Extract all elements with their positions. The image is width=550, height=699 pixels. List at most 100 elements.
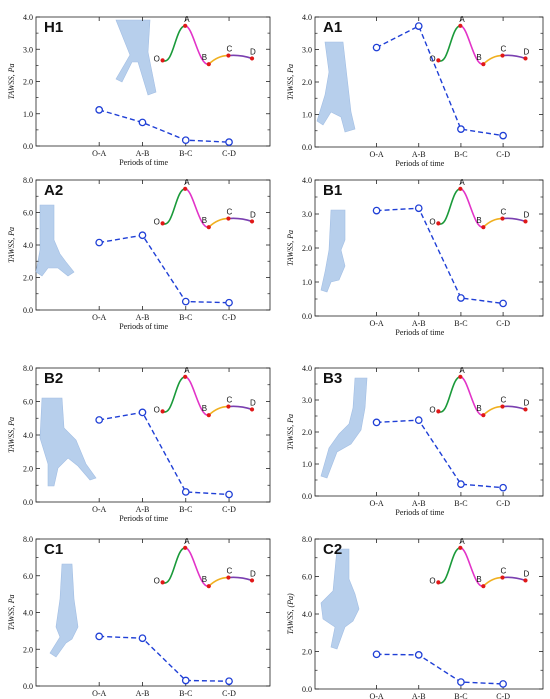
waveform-point-o	[160, 221, 165, 226]
y-tick-label: 8.0	[302, 535, 312, 544]
y-tick-label: 0.0	[302, 492, 312, 501]
waveform-inset: O A B C D	[154, 537, 256, 589]
waveform-segment-ab	[459, 547, 484, 587]
waveform-label-c: C	[226, 567, 232, 576]
x-tick-label: A-B	[412, 692, 426, 699]
data-point	[372, 650, 381, 659]
waveform-point-c	[500, 575, 505, 580]
data-point	[414, 416, 423, 425]
panel-label: C1	[44, 541, 63, 558]
data-point	[372, 418, 381, 427]
x-tick-label: B-C	[179, 505, 192, 514]
y-tick-label: 4.0	[302, 13, 312, 22]
series-line	[376, 419, 504, 489]
waveform-point-c	[500, 53, 505, 58]
waveform-point-a	[458, 23, 463, 28]
series-line	[99, 234, 230, 304]
waveform-label-b: B	[476, 53, 481, 62]
y-tick-label: 2.0	[23, 465, 33, 474]
vessel-illustration	[49, 563, 79, 658]
waveform-point-c	[226, 216, 231, 221]
waveform-label-a: A	[459, 178, 465, 187]
waveform-point-b	[481, 584, 486, 589]
y-tick-label: 1.0	[302, 278, 312, 287]
series-line	[99, 635, 230, 682]
data-point	[225, 298, 233, 307]
y-tick-label: 4.0	[302, 364, 312, 373]
waveform-label-a: A	[184, 15, 190, 24]
waveform-point-c	[500, 216, 505, 221]
waveform-point-o	[160, 409, 165, 414]
panel-label: H1	[44, 19, 63, 36]
waveform-point-c	[226, 404, 231, 409]
y-tick-label: 2.0	[23, 645, 33, 654]
waveform-point-c	[226, 575, 231, 580]
waveform-point-d	[249, 407, 255, 412]
y-tick-label: 0.0	[23, 142, 33, 151]
y-tick-label: 1.0	[302, 111, 312, 120]
waveform-label-c: C	[226, 208, 232, 217]
vessel-illustration	[35, 204, 75, 277]
series-line	[98, 109, 230, 143]
x-tick-label: C-D	[222, 689, 236, 698]
data-point	[225, 490, 233, 499]
vessel-illustration	[320, 209, 346, 293]
x-tick-label: C-D	[496, 150, 510, 159]
panel-label: C2	[323, 541, 342, 558]
data-point	[95, 416, 104, 424]
y-tick-label: 1.0	[23, 110, 33, 119]
x-tick-label: B-C	[179, 689, 192, 698]
data-point	[181, 136, 190, 145]
waveform-label-d: D	[523, 398, 529, 407]
waveform-point-c	[226, 53, 231, 58]
chart-panel-h1: 0.0 1.0 2.0 3.0 4.0 O-A A-B B-C C-D Periods of ti…	[7, 13, 271, 167]
y-axis-title: TAWSS, Pa	[286, 230, 295, 266]
waveform-label-o: O	[154, 217, 160, 226]
y-tick-label: 3.0	[302, 46, 312, 55]
waveform-label-a: A	[459, 366, 465, 375]
waveform-inset: O A B C D	[154, 178, 256, 230]
data-point	[372, 206, 381, 215]
series-line	[376, 207, 504, 305]
waveform-inset: O A B C D	[154, 15, 256, 67]
x-axis-title: Periods of time	[119, 322, 168, 331]
waveform-segment-oa	[437, 547, 461, 584]
x-tick-label: O-A	[369, 319, 383, 328]
waveform-segment-ab	[184, 547, 209, 587]
waveform-point-b	[206, 62, 211, 67]
waveform-segment-oa	[437, 376, 461, 413]
x-tick-label: B-C	[179, 313, 192, 322]
waveform-point-a	[183, 23, 188, 28]
y-tick-label: 4.0	[23, 241, 33, 250]
y-tick-label: 4.0	[302, 176, 312, 185]
y-tick-label: 3.0	[23, 45, 33, 54]
waveform-segment-cd	[228, 217, 253, 223]
waveform-label-b: B	[476, 216, 481, 225]
vessel-illustration	[316, 41, 356, 133]
plot-frame	[314, 179, 544, 317]
x-tick-label: A-B	[136, 505, 150, 514]
waveform-segment-ab	[184, 25, 209, 65]
waveform-point-b	[481, 225, 486, 230]
series-line	[376, 653, 504, 685]
x-tick-label: A-B	[136, 689, 150, 698]
panel-label: A1	[323, 19, 342, 36]
x-tick-label: B-C	[454, 692, 467, 699]
waveform-label-a: A	[184, 537, 190, 546]
waveform-point-c	[500, 404, 505, 409]
waveform-label-b: B	[202, 575, 207, 584]
waveform-inset: O A B C D	[429, 537, 529, 589]
data-point	[225, 677, 233, 686]
waveform-segment-bc	[208, 576, 229, 587]
waveform-segment-bc	[482, 576, 503, 587]
waveform-label-a: A	[459, 15, 465, 24]
waveform-segment-cd	[502, 405, 526, 411]
y-tick-label: 1.0	[302, 460, 312, 469]
x-tick-label: A-B	[136, 313, 150, 322]
x-tick-label: A-B	[412, 499, 426, 508]
chart-panel-a1: 0.0 1.0 2.0 3.0 4.0 O-A A-B B-C C-D Periods of ti…	[286, 13, 544, 168]
data-point	[95, 632, 104, 641]
waveform-label-d: D	[523, 210, 529, 219]
waveform-segment-cd	[502, 54, 526, 60]
